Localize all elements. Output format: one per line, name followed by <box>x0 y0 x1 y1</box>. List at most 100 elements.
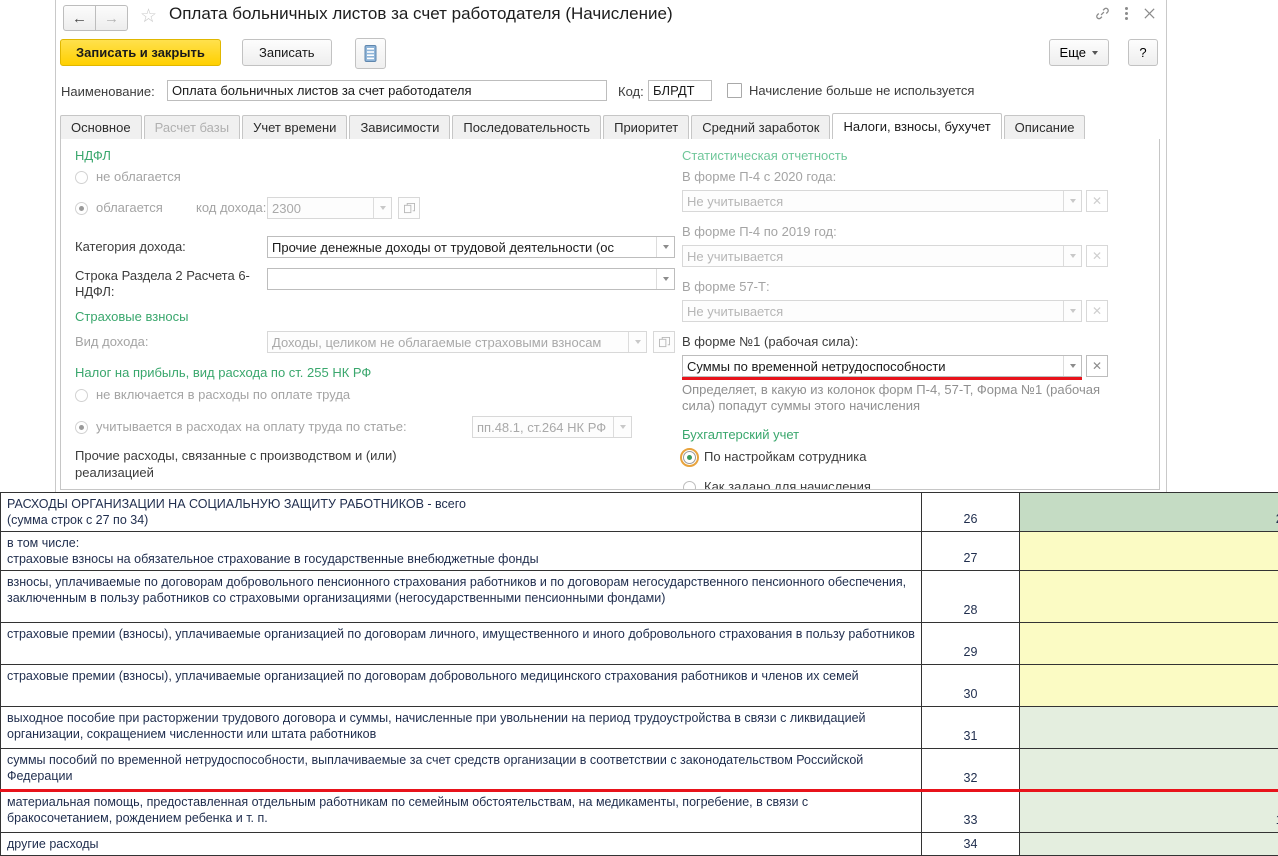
tab-opisanie[interactable]: Описание <box>1004 115 1086 139</box>
navigation-buttons: ← → <box>63 5 128 31</box>
income-category-dropdown-icon[interactable] <box>656 237 674 257</box>
f57t-clear-icon[interactable]: ✕ <box>1086 300 1108 322</box>
row-27-code: 27 <box>922 532 1020 571</box>
p4-2019-field[interactable]: Не учитывается <box>682 245 1082 267</box>
group-statistics-title: Статистическая отчетность <box>682 148 848 163</box>
insurance-income-type-field[interactable]: Доходы, целиком не облагаемые страховыми… <box>267 331 647 353</box>
f1-hint-text: Определяет, в какую из колонок форм П-4,… <box>682 382 1102 414</box>
row-31-value: 27,8 <box>1020 707 1278 749</box>
f1-clear-icon[interactable]: ✕ <box>1086 355 1108 377</box>
arrow-right-icon[interactable]: → <box>96 5 128 31</box>
tab-osnovnoe[interactable]: Основное <box>60 115 142 139</box>
form-toolbar: Записать и закрыть Записать Еще ? <box>56 34 1166 72</box>
code-label: Код: <box>618 84 644 99</box>
table-row[interactable]: суммы пособий по временной нетрудоспособ… <box>1 749 1278 791</box>
f1-label: В форме №1 (рабочая сила): <box>682 334 858 349</box>
row-30-code: 30 <box>922 665 1020 707</box>
tab-zavisimosti[interactable]: Зависимости <box>349 115 450 139</box>
link-icon[interactable] <box>1095 6 1110 21</box>
star-icon[interactable]: ☆ <box>140 7 157 27</box>
table-row[interactable]: в том числе:страховые взносы на обязател… <box>1 532 1278 571</box>
radio-ndfl-not-taxed-label: не облагается <box>96 169 181 184</box>
f57t-field[interactable]: Не учитывается <box>682 300 1082 322</box>
kebab-menu-icon[interactable] <box>1125 7 1128 20</box>
income-category-field[interactable]: Прочие денежные доходы от трудовой деяте… <box>267 236 675 258</box>
table-row[interactable]: страховые премии (взносы), уплачиваемые … <box>1 623 1278 665</box>
chevron-down-icon <box>1092 51 1098 55</box>
f1-field[interactable]: Суммы по временной нетрудоспособности <box>682 355 1082 377</box>
row-28-code: 28 <box>922 571 1020 623</box>
radio-included-in-labor-costs[interactable] <box>75 421 88 434</box>
p4-2019-clear-icon[interactable]: ✕ <box>1086 245 1108 267</box>
row-32-highlight-underline <box>0 789 1278 792</box>
group-ndfl-title: НДФЛ <box>75 148 111 163</box>
f1-dropdown-icon[interactable] <box>1063 356 1081 376</box>
save-button[interactable]: Записать <box>242 39 332 66</box>
table-row[interactable]: другие расходы 34 <box>1 833 1278 856</box>
more-menu-label: Еще <box>1060 45 1086 60</box>
table-row[interactable]: РАСХОДЫ ОРГАНИЗАЦИИ НА СОЦИАЛЬНУЮ ЗАЩИТУ… <box>1 493 1278 532</box>
window-left-gutter <box>0 0 55 492</box>
radio-ndfl-taxed[interactable] <box>75 202 88 215</box>
section2-line-dropdown-icon[interactable] <box>656 269 674 289</box>
close-icon[interactable] <box>1143 7 1156 20</box>
more-menu-button[interactable]: Еще <box>1049 39 1109 66</box>
p4-2019-value: Не учитывается <box>683 249 1063 264</box>
p4-2020-clear-icon[interactable]: ✕ <box>1086 190 1108 212</box>
radio-ndfl-taxed-label: облагается <box>96 200 163 215</box>
name-input[interactable] <box>167 80 607 101</box>
tab-uchet-vremeni[interactable]: Учет времени <box>242 115 347 139</box>
income-category-label: Категория дохода: <box>75 239 186 254</box>
group-profit-tax-title: Налог на прибыль, вид расхода по ст. 255… <box>75 365 371 380</box>
row-31-text: выходное пособие при расторжении трудово… <box>1 707 922 749</box>
table-row[interactable]: страховые премии (взносы), уплачиваемые … <box>1 665 1278 707</box>
radio-by-employee-settings[interactable] <box>683 451 696 464</box>
row-31-code: 31 <box>922 707 1020 749</box>
table-row[interactable]: выходное пособие при расторжении трудово… <box>1 707 1278 749</box>
f57t-dropdown-icon[interactable] <box>1063 301 1081 321</box>
row-32-value: 4,5 <box>1020 749 1278 791</box>
insurance-income-type-dropdown-icon[interactable] <box>628 332 646 352</box>
income-code-select-icon[interactable] <box>398 197 420 219</box>
code-input[interactable] <box>648 80 712 101</box>
tab-sredniy-zarabotok[interactable]: Средний заработок <box>691 115 830 139</box>
radio-not-included-in-labor-costs[interactable] <box>75 389 88 402</box>
tab-posledovatelnost[interactable]: Последовательность <box>452 115 601 139</box>
p4-2020-value: Не учитывается <box>683 194 1063 209</box>
row-33-value: 178,0 <box>1020 791 1278 833</box>
row-28-value <box>1020 571 1278 623</box>
table-row[interactable]: материальная помощь, предоставленная отд… <box>1 791 1278 833</box>
p4-2019-dropdown-icon[interactable] <box>1063 246 1081 266</box>
income-category-value: Прочие денежные доходы от трудовой деяте… <box>268 240 656 255</box>
income-code-value: 2300 <box>268 201 373 216</box>
window-title-bar: ← → ☆ Оплата больничных листов за счет р… <box>56 0 1166 34</box>
radio-not-included-label: не включается в расходы по оплате труда <box>96 387 350 402</box>
document-list-icon[interactable] <box>355 38 386 69</box>
profit-tax-article-field[interactable]: пп.48.1, ст.264 НК РФ <box>472 416 632 438</box>
row-33-code: 33 <box>922 791 1020 833</box>
arrow-left-icon[interactable]: ← <box>63 5 96 31</box>
tab-strip: Основное Расчет базы Учет времени Зависи… <box>60 114 1160 139</box>
radio-as-set-for-accrual[interactable] <box>683 481 696 490</box>
p4-2020-field[interactable]: Не учитывается <box>682 190 1082 212</box>
row-26-code: 26 <box>922 493 1020 532</box>
profit-tax-article-dropdown-icon[interactable] <box>613 417 631 437</box>
insurance-income-type-select-icon[interactable] <box>653 331 675 353</box>
row-26-value: 210,3 <box>1020 493 1278 532</box>
p4-2020-dropdown-icon[interactable] <box>1063 191 1081 211</box>
income-code-dropdown-icon[interactable] <box>373 198 391 218</box>
no-longer-used-label: Начисление больше не используется <box>749 83 974 98</box>
row-30-value <box>1020 665 1278 707</box>
tab-nalogi-vznosy-buhuchet[interactable]: Налоги, взносы, бухучет <box>832 113 1001 139</box>
section2-line-field[interactable] <box>267 268 675 290</box>
no-longer-used-checkbox[interactable]: Начисление больше не используется <box>727 83 974 98</box>
accrual-editor-window: ← → ☆ Оплата больничных листов за счет р… <box>55 0 1167 492</box>
help-button[interactable]: ? <box>1128 39 1158 66</box>
f57t-label: В форме 57-Т: <box>682 279 770 294</box>
tab-prioritet[interactable]: Приоритет <box>603 115 689 139</box>
radio-ndfl-not-taxed[interactable] <box>75 171 88 184</box>
group-accounting-title: Бухгалтерский учет <box>682 427 799 442</box>
income-code-field[interactable]: 2300 <box>267 197 392 219</box>
save-and-close-button[interactable]: Записать и закрыть <box>60 39 221 66</box>
table-row[interactable]: взносы, уплачиваемые по договорам добров… <box>1 571 1278 623</box>
